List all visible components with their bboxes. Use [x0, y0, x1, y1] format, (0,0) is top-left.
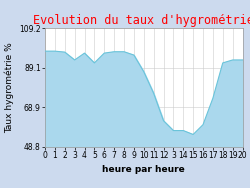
X-axis label: heure par heure: heure par heure — [102, 165, 185, 174]
Title: Evolution du taux d'hygrométrie: Evolution du taux d'hygrométrie — [33, 14, 250, 27]
Y-axis label: Taux hygrométrie %: Taux hygrométrie % — [4, 42, 14, 133]
